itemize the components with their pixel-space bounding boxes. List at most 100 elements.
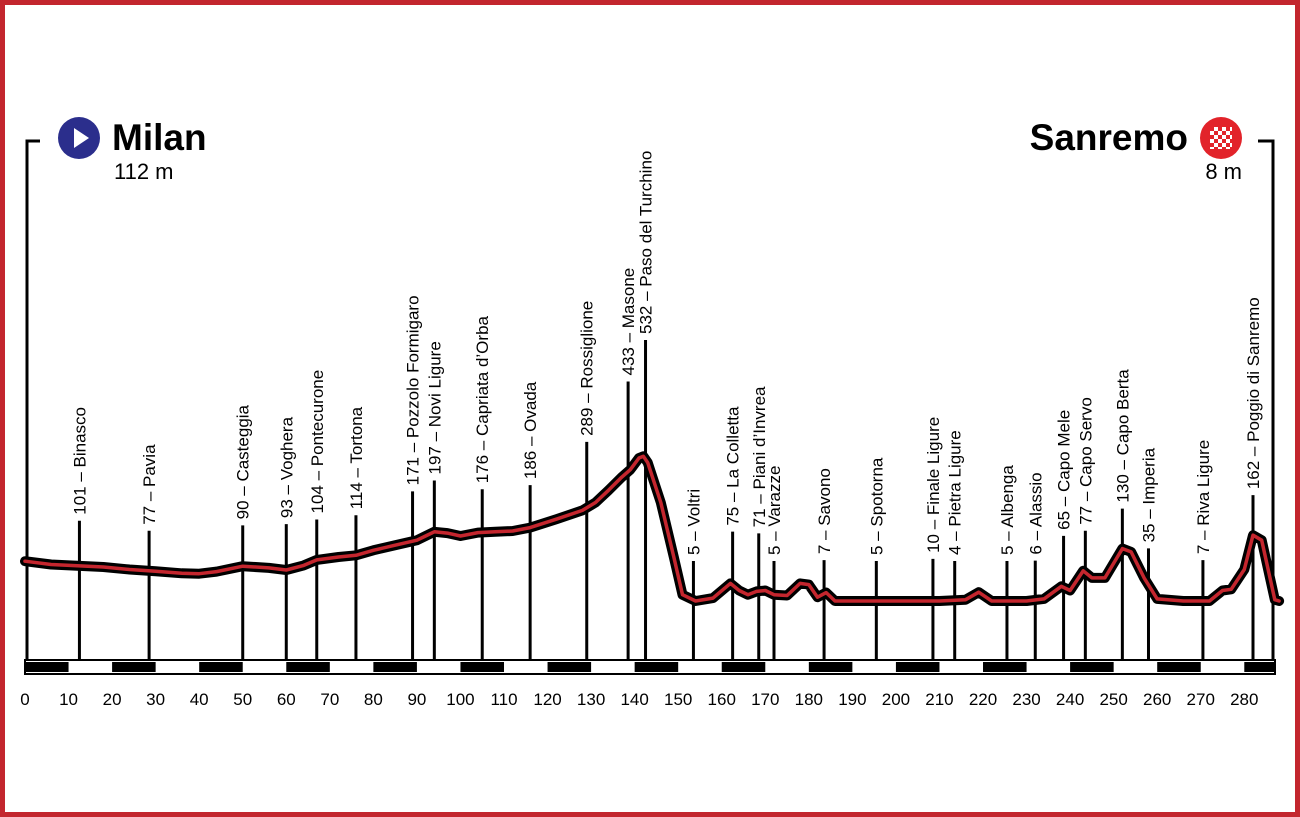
x-tick-label: 110 — [490, 690, 517, 709]
x-tick-label: 230 — [1012, 690, 1040, 709]
waypoint: 186 – Ovada — [521, 381, 540, 660]
x-tick-label: 170 — [751, 690, 779, 709]
waypoint-label: 162 – Poggio di Sanremo — [1244, 297, 1263, 489]
x-tick-label: 220 — [969, 690, 997, 709]
x-tick-label: 100 — [446, 690, 474, 709]
waypoint-label: 130 – Capo Berta — [1113, 369, 1132, 503]
waypoint-label: 93 – Voghera — [277, 416, 296, 518]
waypoint-label: 433 – Masone — [619, 268, 638, 376]
waypoint: 35 – Imperia — [1139, 447, 1158, 660]
waypoint-label: 4 – Pietra Ligure — [946, 430, 965, 555]
waypoint: 5 – Albenga — [998, 465, 1017, 660]
waypoint-label: 10 – Finale Ligure — [924, 417, 943, 553]
x-tick-label: 140 — [620, 690, 648, 709]
waypoint-label: 5 – Spotorna — [867, 457, 886, 555]
x-tick-label: 120 — [533, 690, 561, 709]
waypoint-label: 197 – Novi Ligure — [425, 341, 444, 474]
waypoint-label: 35 – Imperia — [1139, 447, 1158, 542]
x-tick-label: 70 — [320, 690, 339, 709]
waypoint-label: 90 – Casteggia — [234, 404, 253, 519]
x-tick-label: 80 — [364, 690, 383, 709]
x-tick-label: 50 — [233, 690, 252, 709]
left-bracket — [25, 139, 40, 660]
x-tick-label: 210 — [925, 690, 953, 709]
waypoint: 77 – Capo Servo — [1076, 397, 1095, 660]
start-city: Milan — [112, 117, 207, 158]
x-tick-label: 40 — [190, 690, 209, 709]
x-tick-label: 130 — [577, 690, 605, 709]
finish-header: Sanremo 8 m — [1030, 116, 1242, 184]
waypoint: 130 – Capo Berta — [1113, 369, 1132, 660]
waypoint: 77 – Pavia — [140, 444, 159, 660]
waypoint: 532 – Paso del Turchino — [637, 151, 656, 660]
x-tick-label: 200 — [882, 690, 910, 709]
waypoint: 90 – Casteggia — [234, 404, 253, 660]
waypoint: 5 – Spotorna — [867, 457, 886, 660]
x-tick-label: 150 — [664, 690, 692, 709]
waypoint-label: 5 – Varazze — [765, 466, 784, 555]
waypoint-label: 5 – Albenga — [998, 465, 1017, 555]
waypoint-label: 75 – La Colletta — [724, 406, 743, 526]
km-scale-segment — [373, 662, 417, 672]
waypoint-label: 71 – Piani d’Invrea — [750, 386, 769, 527]
x-tick-label: 60 — [277, 690, 296, 709]
x-tick-label: 0 — [20, 690, 29, 709]
km-scale-segment — [1157, 662, 1201, 672]
waypoint-label: 101 – Binasco — [70, 407, 89, 515]
waypoint: 433 – Masone — [619, 268, 638, 660]
waypoint: 71 – Piani d’Invrea — [750, 386, 769, 660]
profile-line — [23, 454, 1281, 603]
waypoint: 93 – Voghera — [277, 416, 296, 660]
waypoint-label: 532 – Paso del Turchino — [637, 151, 656, 334]
waypoint: 5 – Varazze — [765, 466, 784, 660]
km-scale-segment — [286, 662, 330, 672]
km-scale-segment — [983, 662, 1027, 672]
x-tick-label: 90 — [407, 690, 426, 709]
start-header: Milan 112 m — [58, 116, 207, 184]
km-scale-segment — [25, 662, 69, 672]
waypoint: 65 – Capo Mele — [1055, 410, 1074, 660]
x-tick-label: 270 — [1187, 690, 1215, 709]
waypoint: 5 – Voltri — [684, 489, 703, 660]
km-scale-segment — [112, 662, 156, 672]
waypoint: 101 – Binasco — [70, 407, 89, 660]
waypoint-label: 289 – Rossiglione — [578, 301, 597, 436]
finish-city: Sanremo — [1029, 117, 1188, 158]
x-tick-label: 30 — [146, 690, 165, 709]
finish-altitude: 8 m — [1205, 159, 1242, 184]
km-scale-segment — [547, 662, 592, 672]
x-tick-label: 260 — [1143, 690, 1171, 709]
x-tick-label: 280 — [1230, 690, 1258, 709]
checkered-flag-icon — [1200, 117, 1242, 159]
km-scale-segment — [808, 662, 853, 672]
km-scale-segment — [721, 662, 766, 672]
waypoint-label: 171 – Pozzolo Formigaro — [404, 295, 423, 485]
x-tick-label: 160 — [708, 690, 736, 709]
x-tick-label: 10 — [59, 690, 78, 709]
waypoint-label: 176 – Capriata d’Orba — [473, 315, 492, 483]
right-bracket — [1258, 139, 1275, 660]
waypoint: 7 – Riva Ligure — [1194, 440, 1213, 660]
waypoint-label: 7 – Savono — [815, 468, 834, 554]
waypoint: 6 – Alassio — [1026, 472, 1045, 660]
waypoint: 10 – Finale Ligure — [924, 417, 943, 660]
waypoint: 75 – La Colletta — [724, 406, 743, 660]
waypoint-label: 5 – Voltri — [684, 489, 703, 555]
km-scale-segment — [895, 662, 940, 672]
waypoint-label: 114 – Tortona — [347, 406, 366, 509]
km-scale-segment — [1244, 662, 1275, 672]
waypoint-label: 77 – Capo Servo — [1076, 397, 1095, 525]
x-tick-label: 250 — [1099, 690, 1127, 709]
waypoint: 176 – Capriata d’Orba — [473, 315, 492, 660]
km-scale-segment — [199, 662, 243, 672]
x-tick-label: 180 — [795, 690, 823, 709]
waypoint-label: 65 – Capo Mele — [1055, 410, 1074, 530]
waypoint: 171 – Pozzolo Formigaro — [404, 295, 423, 660]
waypoint-label: 6 – Alassio — [1026, 472, 1045, 554]
waypoint: 7 – Savono — [815, 468, 834, 660]
waypoint-label: 104 – Pontecurone — [308, 370, 327, 514]
waypoint: 114 – Tortona — [347, 406, 366, 660]
play-circle-icon — [58, 117, 100, 159]
